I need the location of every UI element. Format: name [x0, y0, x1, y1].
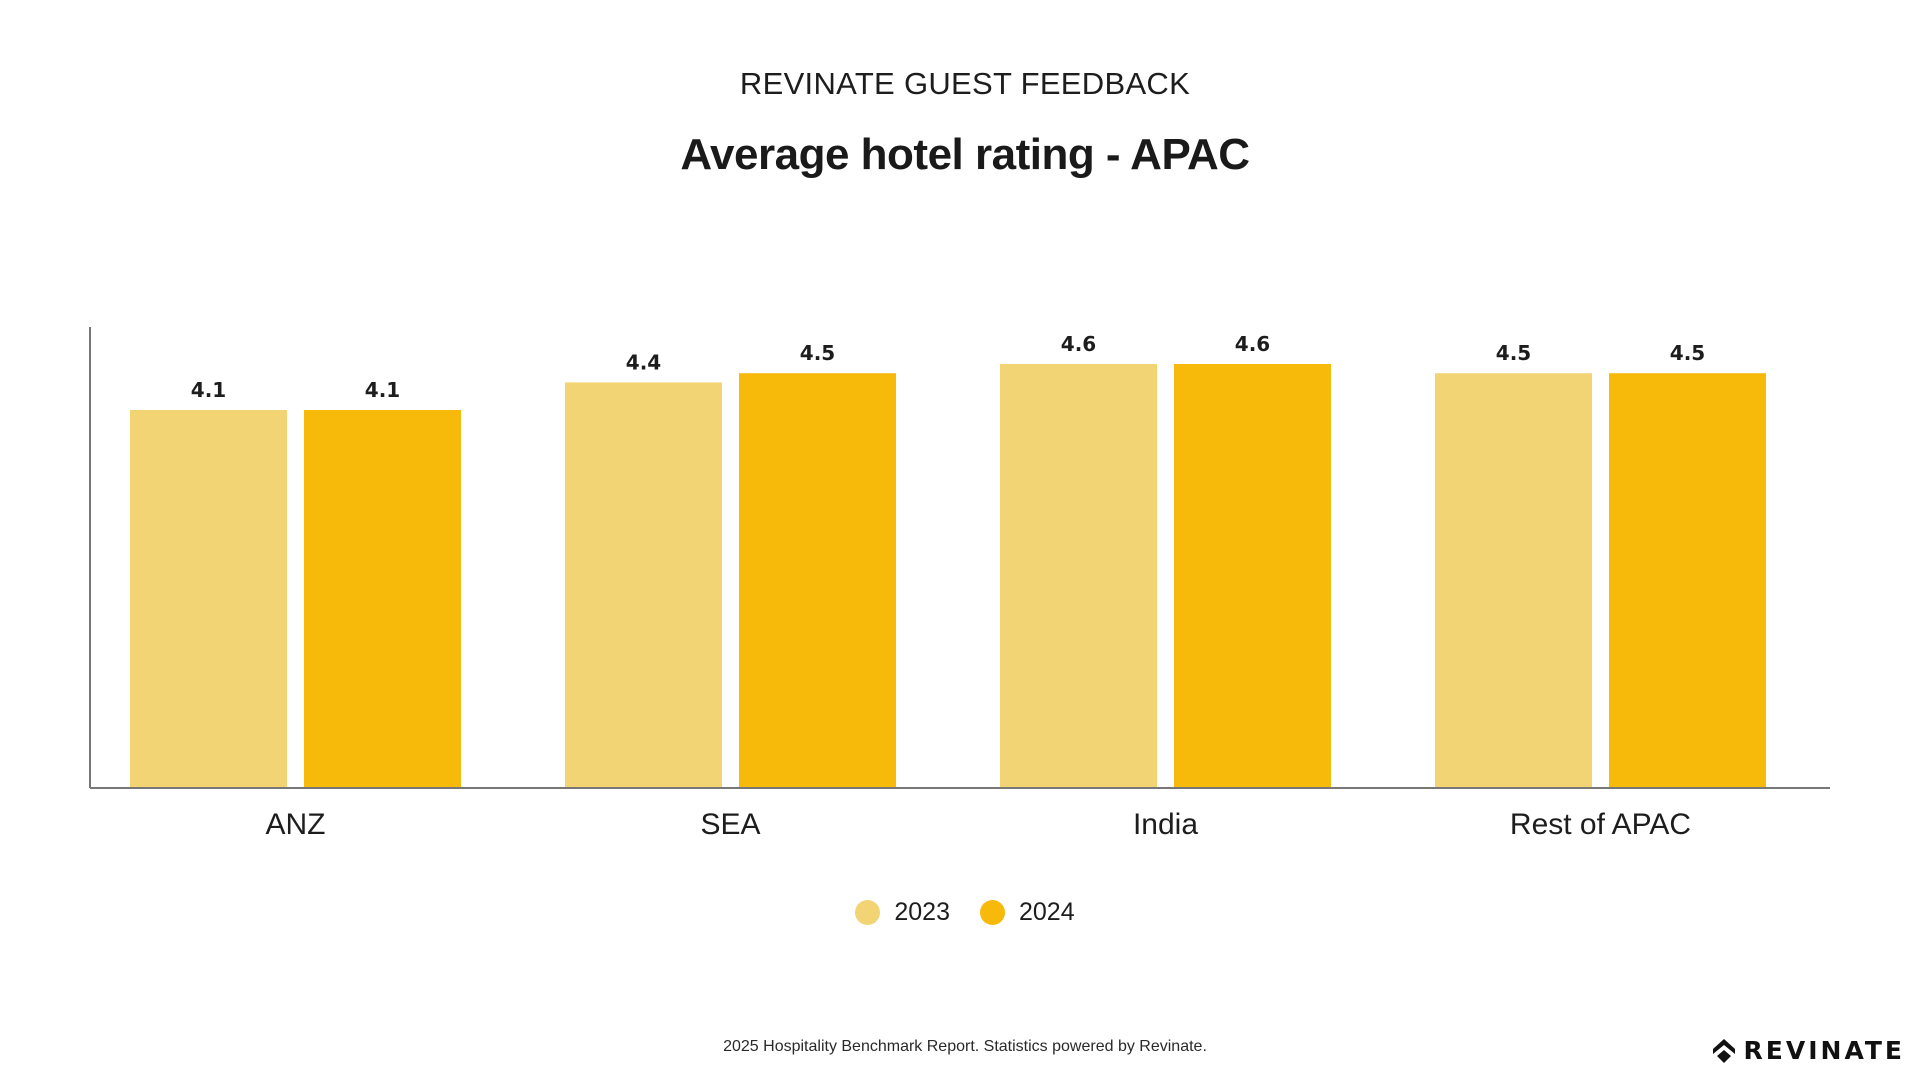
data-label-india-2023: 4.6	[1061, 332, 1096, 356]
bars-group	[130, 364, 1766, 788]
legend-swatch-2023	[855, 900, 881, 925]
bar-india-2023	[1000, 364, 1157, 788]
footer-note: 2025 Hospitality Benchmark Report. Stati…	[723, 1038, 1207, 1055]
category-labels-group: ANZ SEA India Rest of APAC	[266, 808, 1692, 841]
category-label-anz: ANZ	[266, 808, 326, 841]
bar-sea-2023	[565, 382, 722, 788]
data-label-india-2024: 4.6	[1235, 332, 1270, 356]
data-label-sea-2024: 4.5	[800, 341, 835, 365]
data-label-anz-2024: 4.1	[365, 378, 400, 402]
chart-kicker: REVINATE GUEST FEEDBACK	[739, 66, 1191, 101]
bar-anz-2024	[304, 410, 461, 788]
data-label-anz-2023: 4.1	[191, 378, 226, 402]
legend: 2023 2024	[0, 898, 1920, 927]
brand-logo: REVINATE	[1712, 1036, 1905, 1065]
bar-rest-of-apac-2024	[1609, 373, 1766, 788]
revinate-logo-icon	[1712, 1038, 1735, 1063]
data-label-rest-of-apac-2024: 4.5	[1670, 341, 1705, 365]
category-label-rest-of-apac: Rest of APAC	[1510, 808, 1691, 841]
chart-title: Average hotel rating - APAC	[680, 130, 1250, 179]
bar-sea-2024	[739, 373, 896, 788]
legend-swatch-2024	[980, 900, 1005, 925]
data-label-sea-2023: 4.4	[626, 350, 661, 374]
category-label-sea: SEA	[700, 808, 760, 841]
legend-label-2024: 2024	[1019, 898, 1075, 926]
logo-text: REVINATE	[1743, 1036, 1905, 1065]
bar-anz-2023	[130, 410, 287, 788]
data-label-rest-of-apac-2023: 4.5	[1496, 341, 1531, 365]
legend-label-2023: 2023	[894, 898, 950, 926]
legend-item-2023: 2023	[855, 898, 950, 927]
bar-india-2024	[1174, 364, 1331, 788]
bar-rest-of-apac-2023	[1435, 373, 1592, 788]
legend-item-2024: 2024	[980, 898, 1075, 927]
value-labels-group: 4.1 4.1 4.4 4.5 4.6 4.6 4.5 4.5	[191, 332, 1705, 402]
category-label-india: India	[1133, 808, 1198, 841]
